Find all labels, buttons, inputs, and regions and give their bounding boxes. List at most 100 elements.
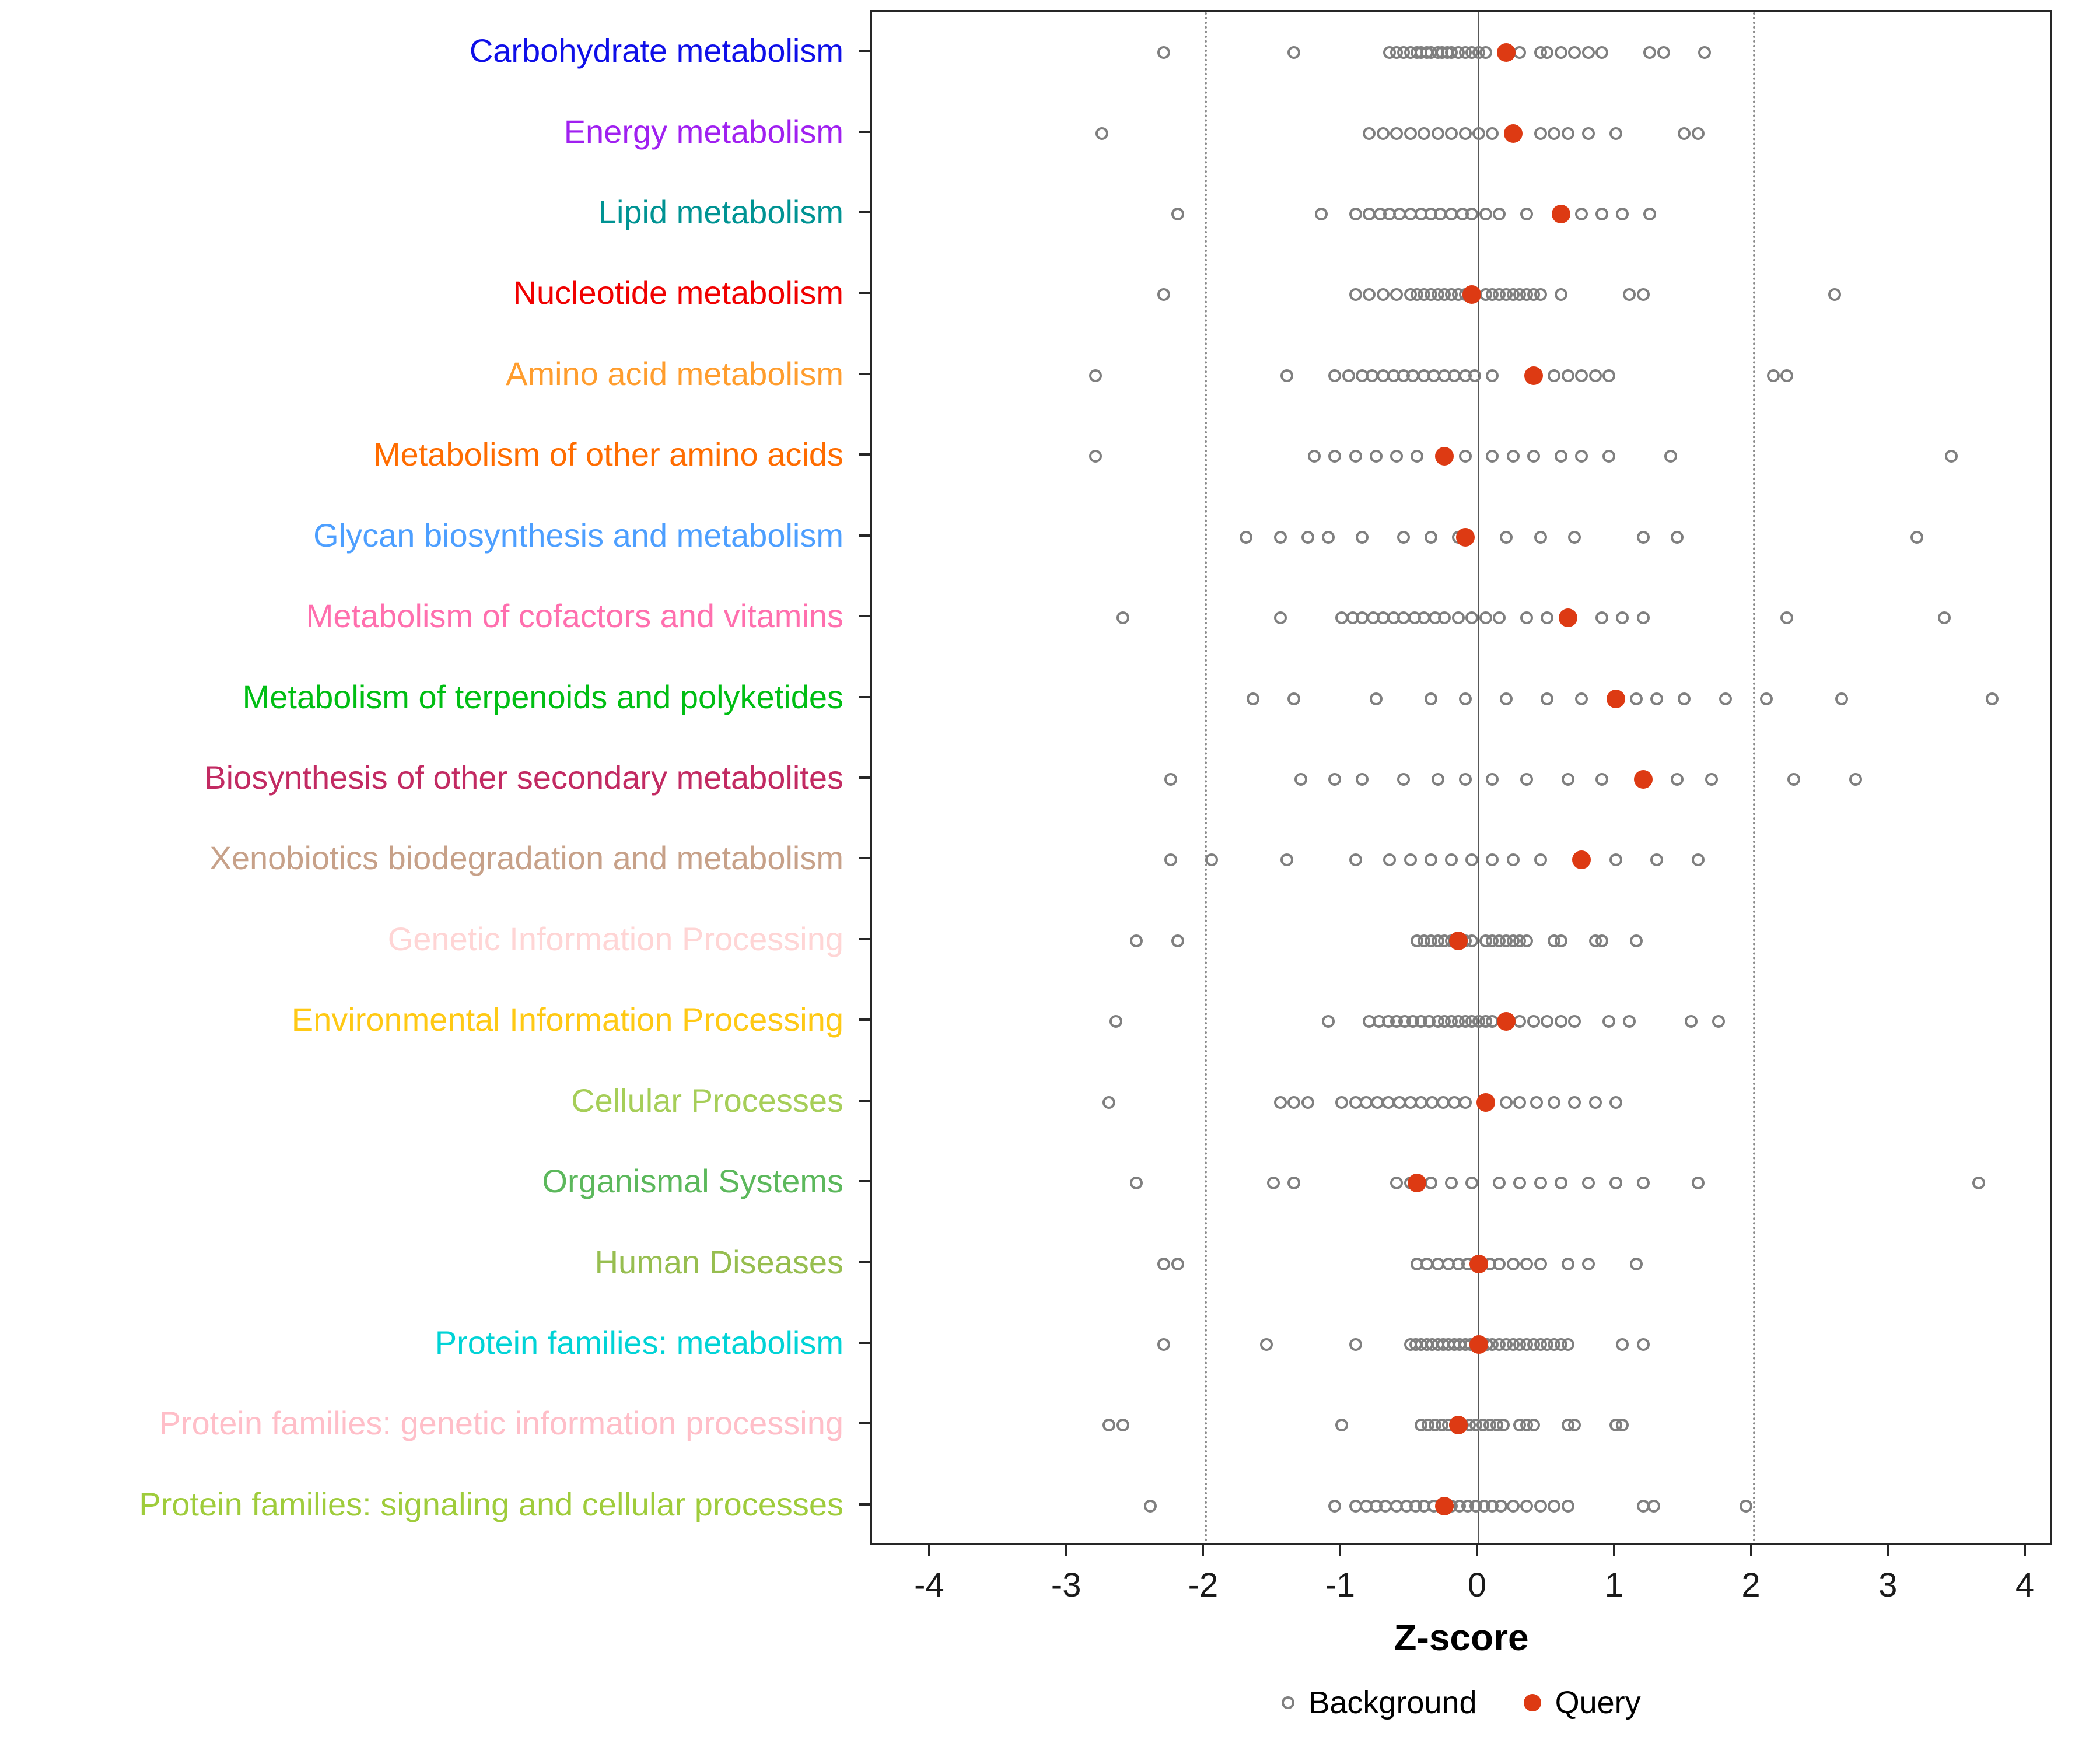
background-dot — [1609, 1177, 1622, 1190]
background-dot — [1445, 853, 1458, 867]
background-dot — [1910, 530, 1924, 544]
background-dot — [1636, 1338, 1650, 1351]
background-dot — [1698, 46, 1712, 60]
y-tick — [859, 1019, 870, 1021]
query-dot — [1462, 285, 1482, 304]
background-dot — [1479, 611, 1492, 625]
background-dot — [1629, 1257, 1643, 1270]
category-label: Environmental Information Processing — [291, 1001, 844, 1038]
background-dot — [1595, 773, 1609, 786]
category-label: Metabolism of terpenoids and polyketides — [242, 678, 844, 715]
query-dot — [1503, 124, 1522, 143]
background-dot — [1602, 1015, 1616, 1028]
background-dot — [1548, 127, 1561, 140]
background-dot — [1418, 127, 1431, 140]
background-dot — [1534, 127, 1547, 140]
query-dot — [1572, 850, 1591, 870]
category-label: Organismal Systems — [542, 1163, 844, 1200]
y-tick — [859, 130, 870, 133]
query-dot — [1469, 1254, 1488, 1273]
query-dot-icon — [1523, 1694, 1541, 1712]
background-dot — [1506, 1499, 1520, 1513]
background-dot — [1616, 1338, 1629, 1351]
legend-query-label: Query — [1555, 1685, 1641, 1720]
background-dot — [1780, 611, 1794, 625]
background-dot — [1164, 853, 1177, 867]
background-dot — [1301, 530, 1314, 544]
y-tick — [859, 1422, 870, 1425]
query-dot — [1448, 1416, 1468, 1435]
background-dot — [1671, 530, 1684, 544]
background-dot — [1520, 934, 1534, 947]
background-dot — [1445, 127, 1458, 140]
y-tick — [859, 1261, 870, 1264]
x-tick-label: 4 — [2015, 1566, 2035, 1604]
background-dot — [1684, 1015, 1698, 1028]
query-dot — [1455, 527, 1475, 547]
query-dot — [1476, 1093, 1495, 1112]
background-dot — [1424, 853, 1437, 867]
zero-reference-line — [1478, 12, 1480, 1543]
background-dot — [1506, 853, 1520, 867]
background-dot — [1636, 611, 1650, 625]
background-dot — [1499, 530, 1513, 544]
x-tick — [1749, 1545, 1752, 1556]
category-label: Cellular Processes — [571, 1082, 844, 1119]
category-label: Protein families: signaling and cellular… — [139, 1485, 844, 1522]
background-dot — [1541, 1015, 1554, 1028]
background-dot — [1595, 46, 1609, 60]
background-dot — [1609, 853, 1622, 867]
background-dot — [1554, 934, 1567, 947]
background-dot — [1678, 127, 1691, 140]
background-dot — [1494, 1499, 1507, 1513]
query-dot — [1558, 608, 1577, 628]
background-dot — [1404, 853, 1417, 867]
background-dot — [1691, 1177, 1704, 1190]
background-dot — [1664, 450, 1677, 463]
background-dot — [1396, 530, 1410, 544]
category-label: Carbohydrate metabolism — [469, 32, 844, 69]
reference-line-dotted — [1205, 12, 1208, 1543]
x-tick-label: 1 — [1604, 1566, 1623, 1604]
background-dot — [1308, 450, 1321, 463]
background-dot — [1472, 127, 1485, 140]
background-dot — [1349, 288, 1362, 302]
category-label: Protein families: genetic information pr… — [159, 1405, 844, 1442]
y-tick — [859, 857, 870, 860]
background-dot — [1486, 450, 1499, 463]
background-dot — [1157, 46, 1171, 60]
query-dot — [1469, 1335, 1488, 1354]
background-dot — [1636, 1177, 1650, 1190]
background-dot — [1595, 208, 1609, 221]
y-tick — [859, 1180, 870, 1183]
background-dot — [1602, 450, 1616, 463]
background-dot — [1321, 530, 1335, 544]
query-dot — [1448, 931, 1468, 950]
background-dot — [1088, 450, 1102, 463]
background-dot — [1356, 530, 1369, 544]
query-dot — [1496, 1012, 1516, 1031]
background-dot — [1609, 127, 1622, 140]
background-dot — [1342, 369, 1355, 382]
background-dot — [1335, 1419, 1349, 1432]
background-dot — [1548, 369, 1561, 382]
background-dot — [1568, 1096, 1581, 1109]
category-label: Energy metabolism — [564, 113, 844, 150]
background-dot — [1520, 1257, 1534, 1270]
background-dot — [1609, 1096, 1622, 1109]
background-dot — [1712, 1015, 1725, 1028]
background-dot — [1328, 1499, 1342, 1513]
background-dot — [1109, 1015, 1122, 1028]
background-dot — [1520, 611, 1534, 625]
background-dot — [1239, 530, 1252, 544]
background-dot — [1534, 1177, 1547, 1190]
category-label: Glycan biosynthesis and metabolism — [313, 516, 844, 554]
background-dot — [1506, 1257, 1520, 1270]
background-dot — [1554, 1015, 1567, 1028]
query-dot — [1606, 689, 1625, 708]
y-tick — [859, 211, 870, 214]
background-dot — [1102, 1419, 1116, 1432]
background-dot — [1458, 127, 1472, 140]
background-dot — [1157, 288, 1171, 302]
